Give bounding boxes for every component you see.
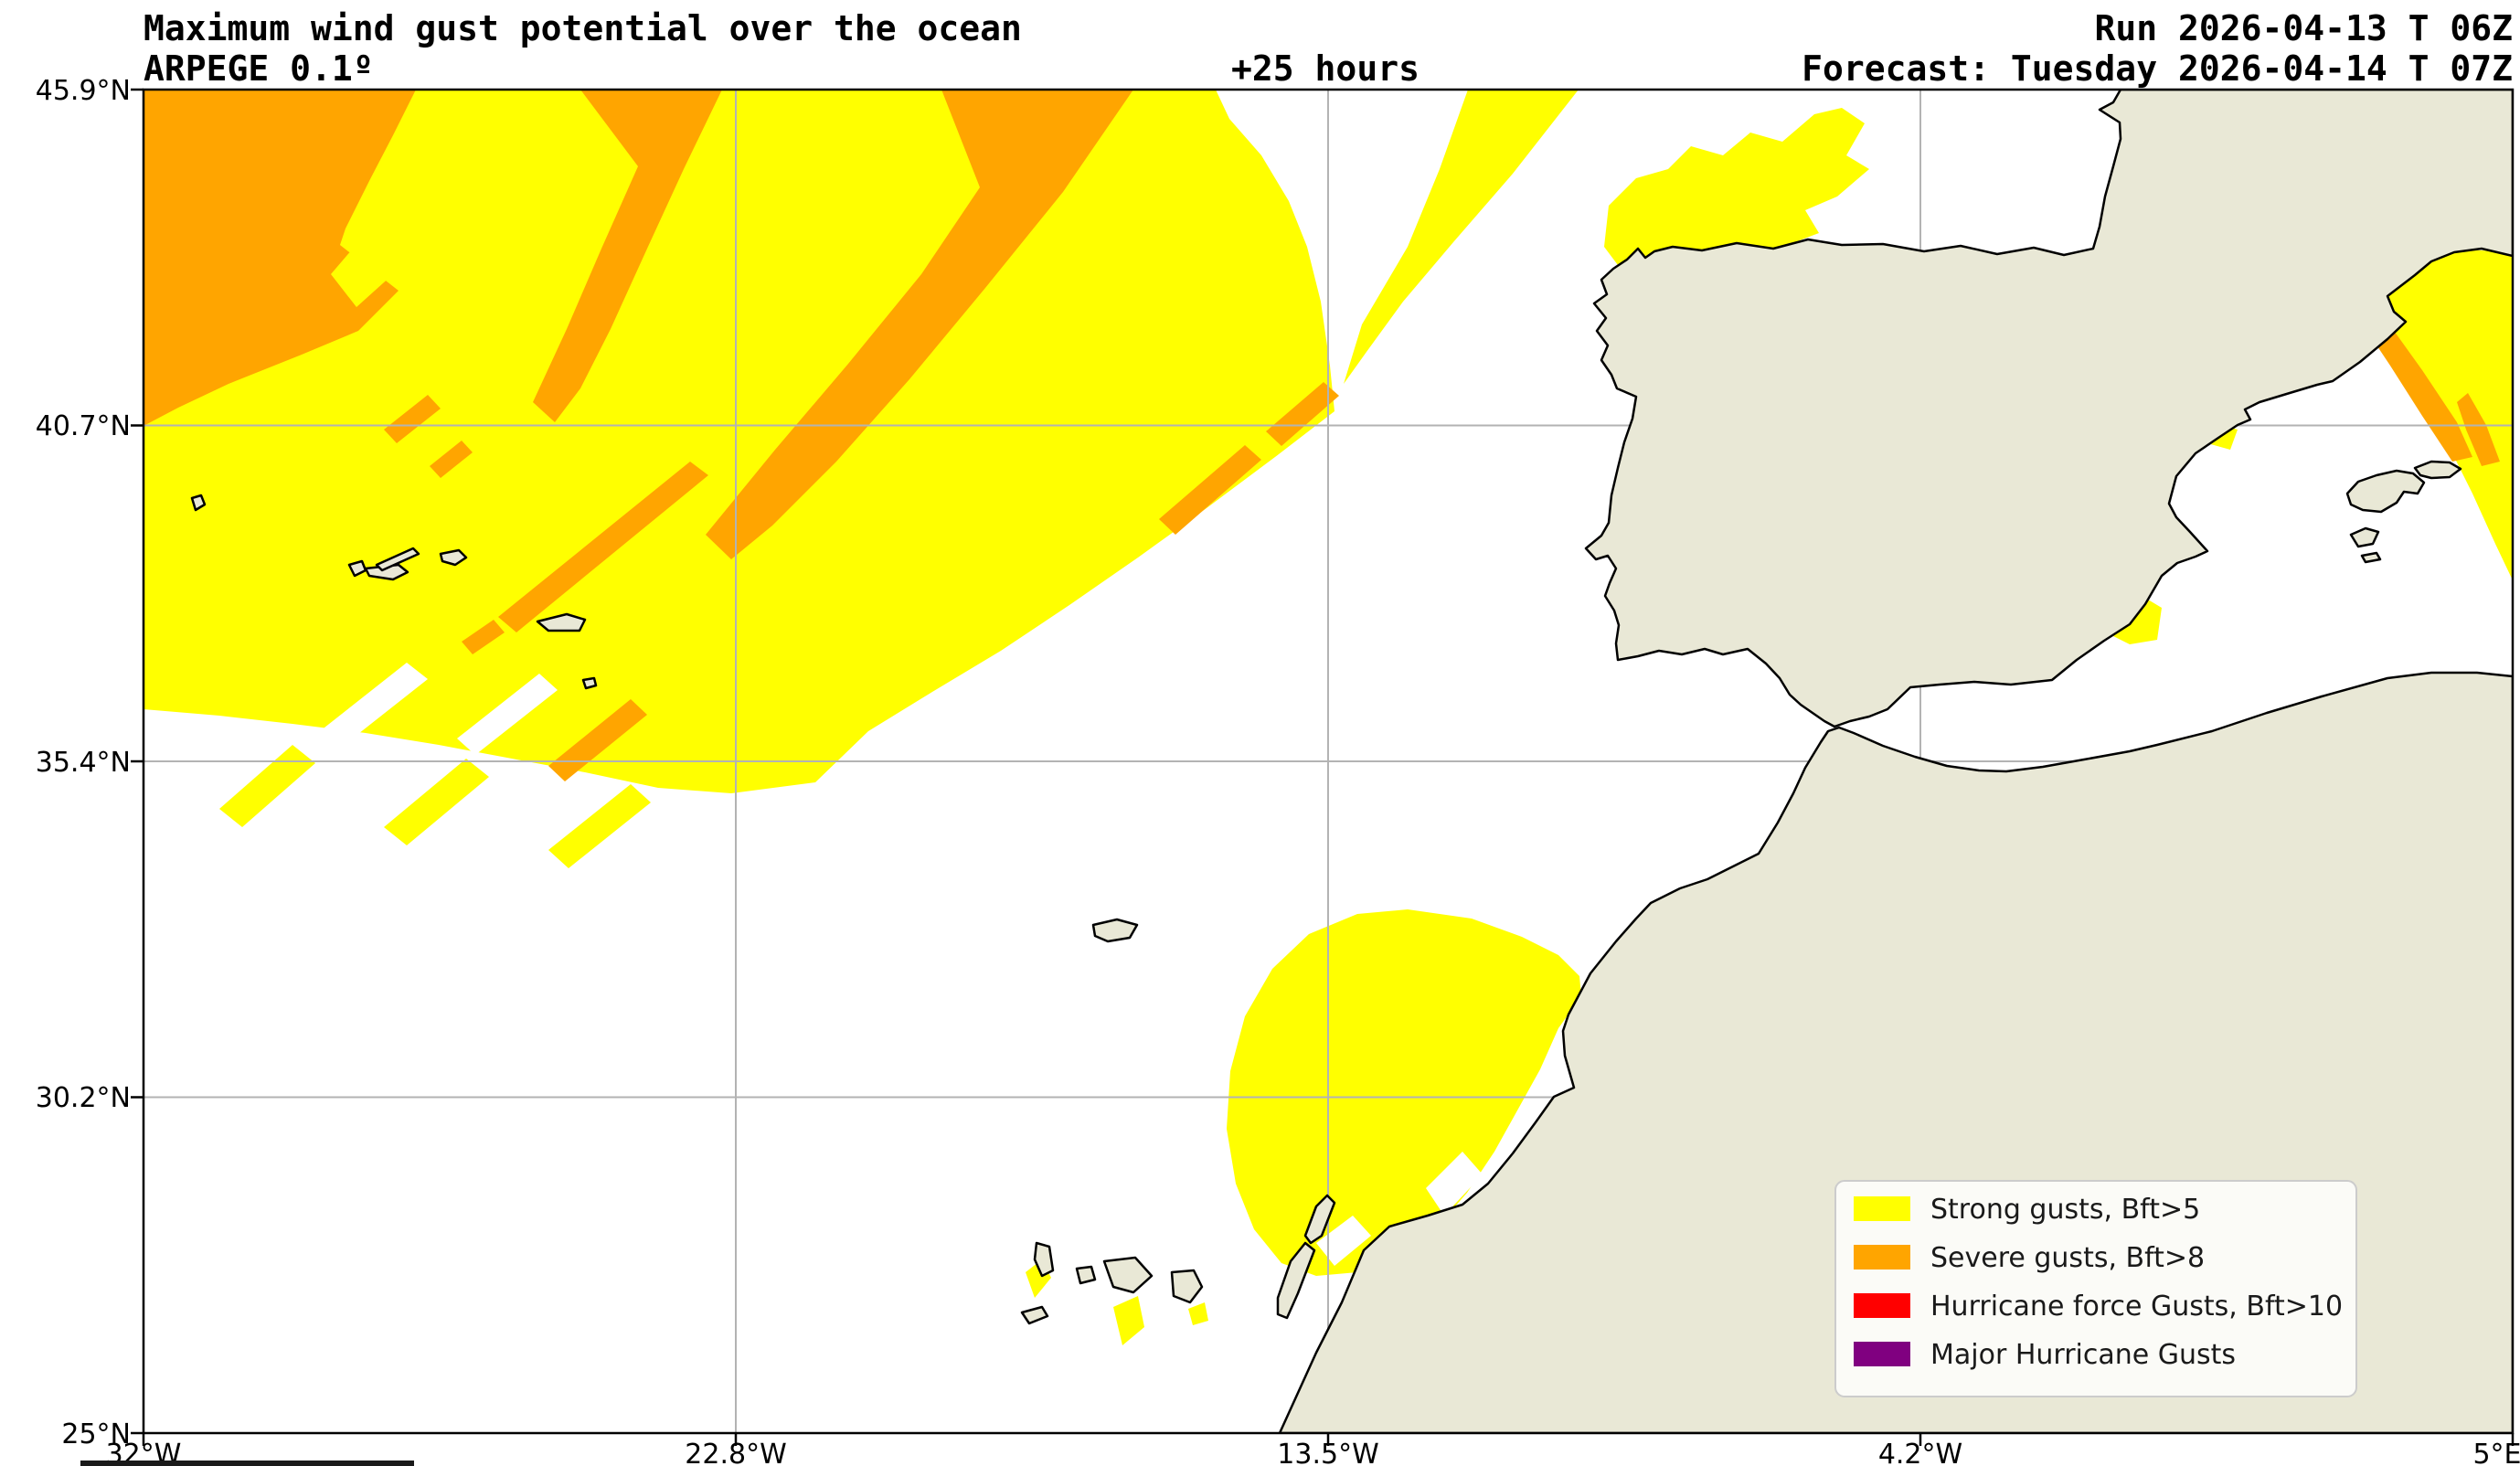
lat-axis-labels: 45.9°N 40.7°N 35.4°N 30.2°N 25°N [36, 75, 131, 1450]
yellow-notch [331, 236, 393, 307]
island-menorca [2413, 460, 2462, 480]
island-azores-corvo [190, 494, 207, 512]
island-azores-terceira [439, 548, 468, 567]
legend-swatch-strong-gusts [1854, 1196, 1910, 1221]
legend-label-severe-gusts: Severe gusts, Bft>8 [1930, 1242, 2205, 1274]
island-gran-canaria [1170, 1269, 1204, 1304]
land-iberia-france [1584, 90, 2513, 728]
island-la-palma [1033, 1241, 1055, 1278]
island-fuerteventura [1276, 1241, 1316, 1320]
severe-gust-areas [144, 90, 2500, 781]
island-madeira [1091, 918, 1139, 943]
gust-free-streaks [320, 663, 1483, 1266]
legend-swatch-severe-gusts [1854, 1245, 1910, 1269]
legend-label-hurricane-gusts: Hurricane force Gusts, Bft>10 [1930, 1291, 2343, 1323]
legend-item: Severe gusts, Bft>8 [1854, 1242, 2205, 1274]
lat-tick-label: 35.4°N [36, 747, 131, 779]
lon-tick-label: 13.5°W [1277, 1439, 1378, 1466]
watermark-bar [80, 1461, 414, 1466]
lon-tick-label: 5°E [2472, 1439, 2520, 1466]
lat-tick-label: 30.2°N [36, 1082, 131, 1114]
page-title: Maximum wind gust potential over the oce… [144, 8, 1022, 48]
lat-tick-label: 25°N [61, 1418, 131, 1450]
island-mallorca [2345, 469, 2426, 514]
island-azores-santamaria [581, 676, 598, 690]
legend-label-major-hurricane-gusts: Major Hurricane Gusts [1930, 1339, 2236, 1371]
legend-item: Major Hurricane Gusts [1854, 1339, 2236, 1371]
island-formentera [2360, 551, 2382, 564]
strong-gust-areas [144, 90, 2513, 1345]
island-azores-saomiguel [536, 612, 587, 632]
lead-time-label: +25 hours [1231, 48, 1419, 89]
lat-tick-label: 40.7°N [36, 410, 131, 442]
lon-tick-label: 4.2°W [1878, 1439, 1962, 1466]
forecast-label: Forecast: Tuesday 2026-04-14 T 07Z [1802, 48, 2513, 89]
model-label: ARPEGE 0.1º [144, 48, 374, 89]
legend: Strong gusts, Bft>5 Severe gusts, Bft>8 … [1834, 1180, 2357, 1397]
legend-box [1834, 1180, 2357, 1397]
legend-item: Hurricane force Gusts, Bft>10 [1854, 1291, 2343, 1323]
legend-swatch-hurricane-gusts [1854, 1293, 1910, 1318]
lon-axis-labels: 32°W 22.8°W 13.5°W 4.2°W 5°E [106, 1439, 2520, 1466]
island-la-gomera [1075, 1265, 1097, 1285]
island-lanzarote [1303, 1194, 1336, 1245]
legend-label-strong-gusts: Strong gusts, Bft>5 [1930, 1194, 2200, 1226]
axis-ticks [131, 88, 2515, 1446]
island-ibiza [2349, 526, 2380, 548]
lon-tick-label: 22.8°W [685, 1439, 786, 1466]
island-tenerife [1102, 1256, 1154, 1294]
lat-tick-label: 45.9°N [36, 75, 131, 107]
legend-swatch-major-hurricane-gusts [1854, 1342, 1910, 1366]
map-plot-area [144, 90, 2513, 1433]
island-azores-saojorge [375, 547, 420, 572]
run-label: Run 2026-04-13 T 06Z [2094, 8, 2513, 48]
legend-item: Strong gusts, Bft>5 [1854, 1194, 2200, 1226]
island-el-hierro [1020, 1305, 1049, 1325]
